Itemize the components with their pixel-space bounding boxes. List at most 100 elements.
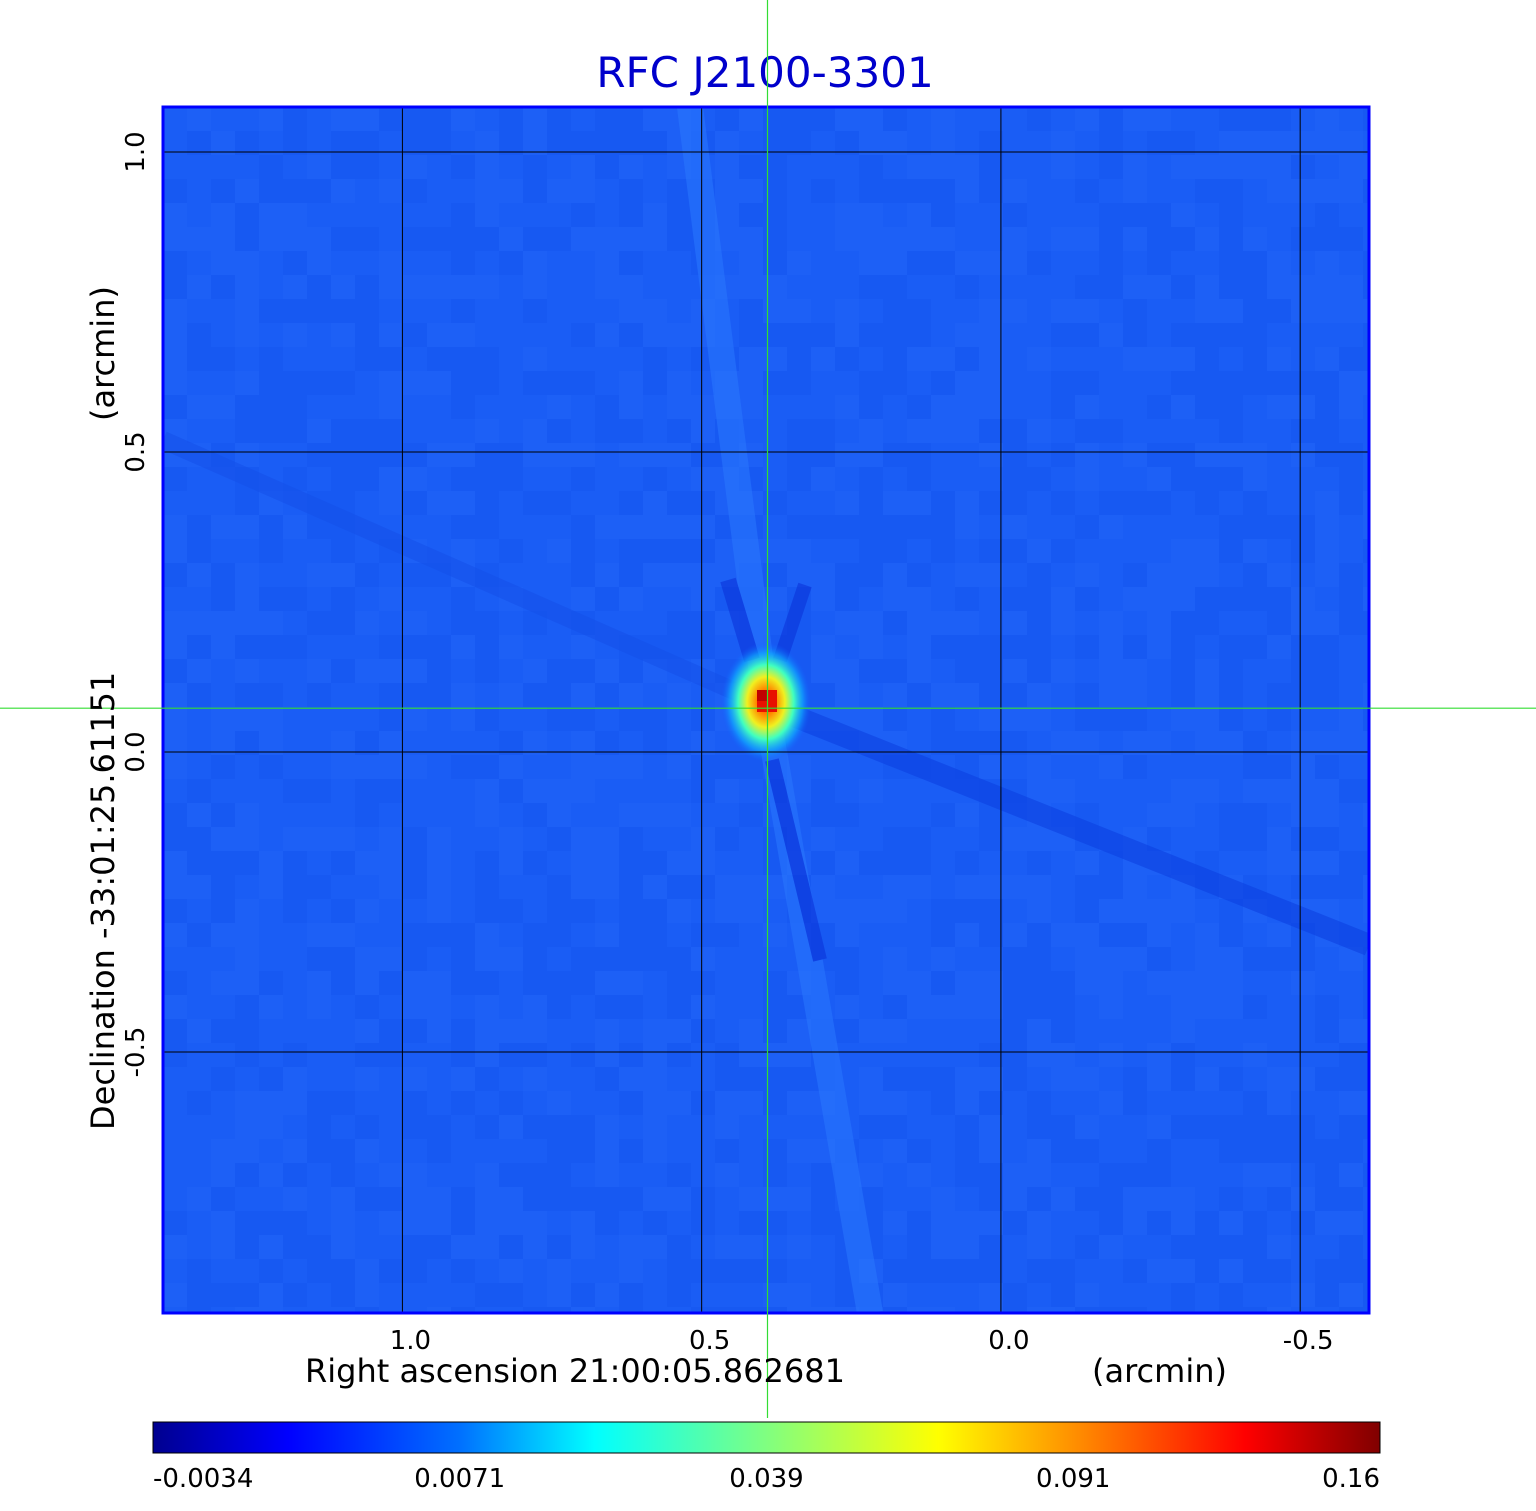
noise-pixel: [427, 323, 451, 347]
noise-pixel: [571, 755, 595, 779]
noise-pixel: [1075, 731, 1099, 755]
noise-pixel: [931, 539, 955, 563]
noise-pixel: [523, 683, 547, 707]
noise-pixel: [1363, 731, 1369, 755]
noise-pixel: [475, 179, 499, 203]
noise-pixel: [667, 875, 691, 899]
noise-pixel: [1027, 947, 1051, 971]
noise-pixel: [907, 1139, 931, 1163]
noise-pixel: [1219, 971, 1243, 995]
y-tick-label: 0.0: [121, 731, 151, 772]
noise-pixel: [979, 1067, 1003, 1091]
noise-pixel: [1171, 659, 1195, 683]
noise-pixel: [1219, 251, 1243, 275]
noise-pixel: [859, 227, 883, 251]
noise-pixel: [955, 1067, 979, 1091]
noise-pixel: [955, 491, 979, 515]
noise-pixel: [547, 803, 571, 827]
noise-pixel: [643, 371, 667, 395]
noise-pixel: [1027, 851, 1051, 875]
noise-pixel: [379, 1043, 403, 1067]
noise-pixel: [427, 1211, 451, 1235]
noise-pixel: [259, 539, 283, 563]
noise-pixel: [1027, 1235, 1051, 1259]
noise-pixel: [931, 155, 955, 179]
noise-pixel: [907, 635, 931, 659]
noise-pixel: [571, 635, 595, 659]
noise-pixel: [787, 443, 811, 467]
noise-pixel: [187, 107, 211, 131]
noise-pixel: [331, 467, 355, 491]
noise-pixel: [331, 1235, 355, 1259]
noise-pixel: [763, 107, 787, 131]
noise-pixel: [211, 1019, 235, 1043]
noise-pixel: [427, 899, 451, 923]
noise-pixel: [739, 1187, 763, 1211]
noise-pixel: [331, 1283, 355, 1307]
noise-pixel: [1075, 683, 1099, 707]
noise-pixel: [1171, 611, 1195, 635]
noise-pixel: [1363, 683, 1369, 707]
noise-pixel: [619, 1307, 643, 1313]
noise-pixel: [619, 251, 643, 275]
noise-pixel: [1147, 635, 1171, 659]
noise-pixel: [475, 371, 499, 395]
noise-pixel: [1027, 467, 1051, 491]
noise-pixel: [1003, 923, 1027, 947]
noise-pixel: [427, 107, 451, 131]
noise-pixel: [1195, 563, 1219, 587]
noise-pixel: [643, 803, 667, 827]
noise-pixel: [1339, 275, 1363, 299]
noise-pixel: [499, 443, 523, 467]
noise-pixel: [1099, 227, 1123, 251]
noise-pixel: [1339, 371, 1363, 395]
noise-pixel: [883, 251, 907, 275]
noise-pixel: [1195, 1235, 1219, 1259]
noise-pixel: [1363, 803, 1369, 827]
noise-pixel: [211, 1283, 235, 1307]
noise-pixel: [1291, 179, 1315, 203]
noise-pixel: [427, 1019, 451, 1043]
noise-pixel: [379, 1163, 403, 1187]
noise-pixel: [739, 299, 763, 323]
noise-pixel: [1171, 1067, 1195, 1091]
noise-pixel: [427, 443, 451, 467]
noise-pixel: [427, 875, 451, 899]
noise-pixel: [1339, 131, 1363, 155]
noise-pixel: [331, 1091, 355, 1115]
noise-pixel: [811, 467, 835, 491]
noise-pixel: [523, 179, 547, 203]
noise-pixel: [331, 155, 355, 179]
noise-pixel: [907, 347, 931, 371]
noise-pixel: [1219, 203, 1243, 227]
noise-pixel: [619, 443, 643, 467]
noise-pixel: [547, 1259, 571, 1283]
noise-pixel: [1075, 899, 1099, 923]
noise-pixel: [931, 491, 955, 515]
noise-pixel: [475, 1211, 499, 1235]
noise-pixel: [1243, 491, 1267, 515]
noise-pixel: [235, 1283, 259, 1307]
noise-pixel: [1315, 1259, 1339, 1283]
noise-pixel: [1171, 587, 1195, 611]
noise-pixel: [883, 515, 907, 539]
chart-title: RFC J2100-3301: [596, 48, 933, 97]
noise-pixel: [211, 851, 235, 875]
noise-pixel: [1171, 899, 1195, 923]
noise-pixel: [787, 1019, 811, 1043]
noise-pixel: [907, 851, 931, 875]
noise-pixel: [571, 875, 595, 899]
noise-pixel: [595, 827, 619, 851]
noise-pixel: [619, 995, 643, 1019]
x-tick-label: 0.0: [988, 1326, 1029, 1356]
noise-pixel: [643, 1139, 667, 1163]
noise-pixel: [307, 1259, 331, 1283]
noise-pixel: [1075, 275, 1099, 299]
noise-pixel: [1027, 1043, 1051, 1067]
noise-pixel: [811, 659, 835, 683]
noise-pixel: [163, 179, 187, 203]
noise-pixel: [451, 107, 475, 131]
noise-pixel: [1123, 899, 1147, 923]
noise-pixel: [1195, 611, 1219, 635]
noise-pixel: [475, 779, 499, 803]
